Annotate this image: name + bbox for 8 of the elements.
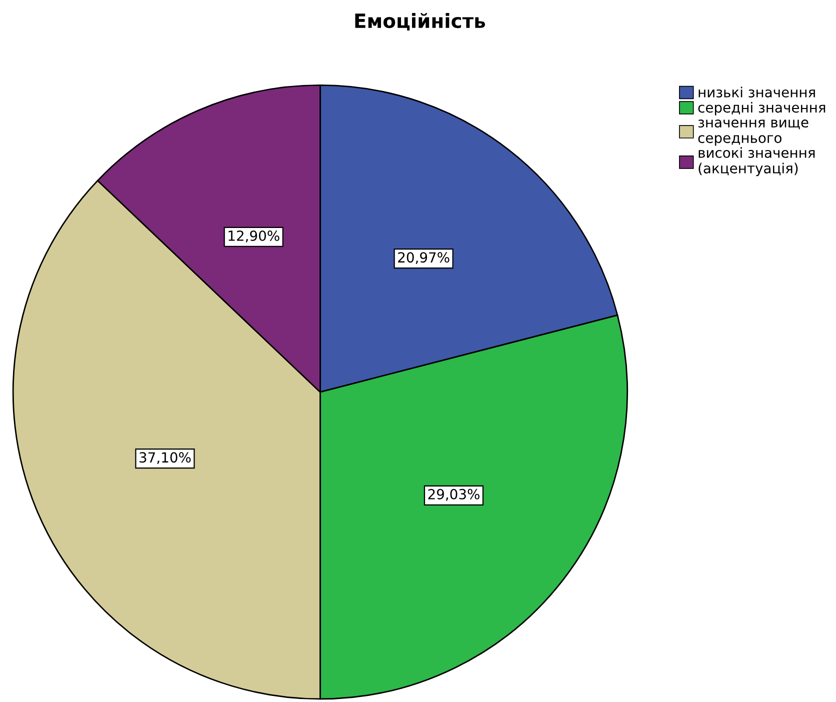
legend-label: високі значення (акцентуація) bbox=[698, 147, 815, 176]
legend-label: середні значення bbox=[698, 102, 826, 116]
data-label: 20,97% bbox=[398, 252, 450, 264]
data-label: 29,03% bbox=[428, 488, 480, 501]
legend-label: низькі значення bbox=[698, 86, 815, 98]
data-label: 37,10% bbox=[140, 452, 191, 464]
data-label: 12,90% bbox=[228, 230, 280, 242]
chart-title: Емоційність bbox=[355, 12, 486, 31]
